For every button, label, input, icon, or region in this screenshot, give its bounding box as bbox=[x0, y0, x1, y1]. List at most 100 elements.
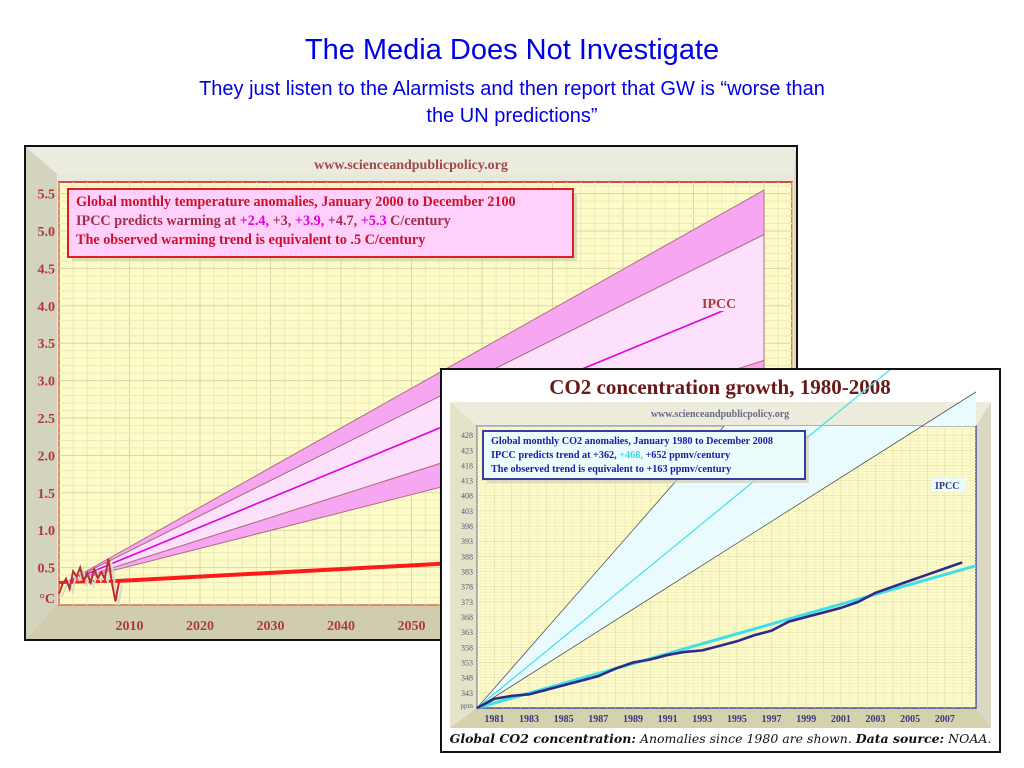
co2-y-tick-label: 408 bbox=[461, 492, 473, 501]
co2-chart-frame: CO2 concentration growth, 1980-2008 www.s… bbox=[440, 298, 1001, 753]
co2-x-tick-label: 1997 bbox=[762, 714, 782, 725]
temp-legend-box bbox=[67, 188, 574, 258]
slide-subtitle-line-1: They just listen to the Alarmists and th… bbox=[199, 78, 825, 100]
co2-x-tick-label: 1983 bbox=[519, 714, 539, 725]
frame-bevel-left bbox=[26, 147, 57, 639]
frame-bevel-top bbox=[26, 147, 796, 174]
temp-legend-text: The observed warming trend is equivalent… bbox=[76, 232, 425, 248]
co2-legend-box bbox=[482, 430, 806, 480]
y-tick-label: 0.5 bbox=[38, 562, 56, 577]
co2-y-tick-label: 423 bbox=[461, 446, 473, 455]
temp-legend-text: +3.9, bbox=[295, 213, 328, 229]
temp-legend-line-2: IPCC predicts warming at +2.4, +3, +3.9,… bbox=[76, 213, 451, 229]
co2-x-tick-label: 1985 bbox=[554, 714, 574, 725]
caption-text-1: Anomalies since 1980 are shown. bbox=[635, 731, 856, 746]
observed-monthly-line bbox=[58, 558, 120, 602]
y-tick-label: 4.0 bbox=[38, 300, 56, 315]
co2-legend-line-1: Global monthly CO2 anomalies, January 19… bbox=[491, 436, 773, 447]
co2-legend-text: The observed trend is equivalent to +163… bbox=[491, 464, 731, 475]
y-tick-label: 2.0 bbox=[38, 449, 56, 464]
temp-legend-text: +2.4, bbox=[240, 213, 273, 229]
temp-legend-text: +4.7, bbox=[328, 213, 361, 229]
co2-ipcc-lower-line bbox=[476, 391, 977, 709]
x-tick-label: 2020 bbox=[186, 619, 214, 634]
y-tick-label: 5.0 bbox=[38, 225, 56, 240]
co2-x-tick-label: 1991 bbox=[658, 714, 678, 725]
co2-legend-line-3: The observed trend is equivalent to +163… bbox=[491, 464, 731, 475]
co2-observed-line bbox=[476, 561, 963, 710]
co2-y-tick-label: 393 bbox=[461, 537, 473, 546]
co2-x-tick-label: 1989 bbox=[623, 714, 643, 725]
temp-legend-line-1: Global monthly temperature anomalies, Ja… bbox=[76, 194, 516, 210]
co2-y-tick-label: 403 bbox=[461, 507, 473, 516]
chart-source-url: www.scienceandpublicpolicy.org bbox=[314, 158, 508, 173]
co2-y-axis-unit: ppm bbox=[461, 702, 474, 710]
co2-bevel-top bbox=[450, 402, 991, 426]
co2-y-tick-label: 363 bbox=[461, 628, 473, 637]
co2-bevel-right bbox=[976, 402, 991, 728]
co2-chart: CO2 concentration growth, 1980-2008 www.s… bbox=[450, 298, 991, 728]
co2-y-tick-label: 358 bbox=[461, 643, 473, 652]
y-axis-unit: °C bbox=[39, 592, 55, 607]
co2-x-tick-label: 1987 bbox=[588, 714, 608, 725]
x-tick-label: 2050 bbox=[398, 619, 426, 634]
slide-title: The Media Does Not Investigate bbox=[304, 34, 720, 66]
x-tick-label: 2010 bbox=[116, 619, 144, 634]
co2-bevel-bottom bbox=[450, 708, 991, 728]
co2-legend-text: Global monthly CO2 anomalies, January 19… bbox=[491, 436, 773, 447]
co2-x-tick-label: 2005 bbox=[900, 714, 920, 725]
co2-x-tick-label: 1995 bbox=[727, 714, 747, 725]
co2-x-tick-label: 2003 bbox=[866, 714, 886, 725]
temp-legend-text: +3, bbox=[273, 213, 295, 229]
temp-legend-text: +5.3 bbox=[361, 213, 387, 229]
co2-legend-text: +468, bbox=[619, 450, 645, 461]
co2-source-url: www.scienceandpublicpolicy.org bbox=[651, 409, 789, 420]
y-tick-label: 3.0 bbox=[38, 375, 56, 390]
co2-y-tick-label: 413 bbox=[461, 477, 473, 486]
y-tick-label: 1.0 bbox=[38, 524, 56, 539]
co2-ipcc-label: IPCC bbox=[935, 481, 959, 492]
caption-text-2: NOAA. bbox=[944, 731, 992, 746]
ipcc-central-line bbox=[65, 307, 730, 584]
co2-y-tick-label: 428 bbox=[461, 431, 473, 440]
co2-y-tick-label: 348 bbox=[461, 674, 473, 683]
temp-legend-text: C/century bbox=[387, 213, 451, 229]
slide-subtitle: They just listen to the Alarmists and th… bbox=[0, 76, 1024, 130]
co2-x-tick-label: 1981 bbox=[484, 714, 504, 725]
co2-observed-trend-line bbox=[476, 564, 977, 710]
co2-legend-text: IPCC predicts trend at +362, bbox=[491, 450, 619, 461]
y-tick-label: 4.5 bbox=[38, 262, 56, 277]
co2-y-tick-label: 368 bbox=[461, 613, 473, 622]
co2-y-tick-label: 378 bbox=[461, 583, 473, 592]
y-tick-label: 2.5 bbox=[38, 412, 56, 427]
co2-y-tick-label: 388 bbox=[461, 552, 473, 561]
caption-bold-2: Data source: bbox=[855, 731, 945, 746]
ipcc-label: IPCC bbox=[702, 297, 736, 312]
co2-y-tick-label: 343 bbox=[461, 689, 473, 698]
temp-legend-line-3: The observed warming trend is equivalent… bbox=[76, 232, 425, 248]
co2-y-tick-label: 398 bbox=[461, 522, 473, 531]
caption-bold-1: Global CO2 concentration: bbox=[449, 731, 636, 746]
co2-x-tick-label: 1993 bbox=[692, 714, 712, 725]
x-tick-label: 2030 bbox=[257, 619, 285, 634]
co2-ipcc-label-bg bbox=[932, 478, 966, 492]
temp-legend-text: IPCC predicts warming at bbox=[76, 213, 240, 229]
ipcc-label-bg bbox=[698, 293, 746, 311]
y-tick-label: 5.5 bbox=[38, 188, 56, 203]
slide-subtitle-line-2: the UN predictions” bbox=[426, 105, 598, 127]
y-tick-label: 3.5 bbox=[38, 337, 56, 352]
co2-chart-heading: CO2 concentration growth, 1980-2008 bbox=[549, 375, 890, 399]
x-tick-label: 2040 bbox=[327, 619, 355, 634]
co2-x-tick-label: 2001 bbox=[831, 714, 851, 725]
co2-y-tick-label: 373 bbox=[461, 598, 473, 607]
co2-y-tick-label: 383 bbox=[461, 568, 473, 577]
co2-y-tick-label: 353 bbox=[461, 659, 473, 668]
co2-x-tick-label: 2007 bbox=[935, 714, 955, 725]
co2-legend-line-2: IPCC predicts trend at +362, +468, +652 … bbox=[491, 450, 730, 461]
co2-x-tick-label: 1999 bbox=[796, 714, 816, 725]
y-tick-label: 1.5 bbox=[38, 487, 56, 502]
co2-legend-text: +652 ppmv/century bbox=[645, 450, 730, 461]
co2-y-tick-label: 418 bbox=[461, 461, 473, 470]
co2-chart-caption: Global CO2 concentration: Anomalies sinc… bbox=[442, 731, 999, 746]
temp-legend-text: Global monthly temperature anomalies, Ja… bbox=[76, 194, 516, 210]
